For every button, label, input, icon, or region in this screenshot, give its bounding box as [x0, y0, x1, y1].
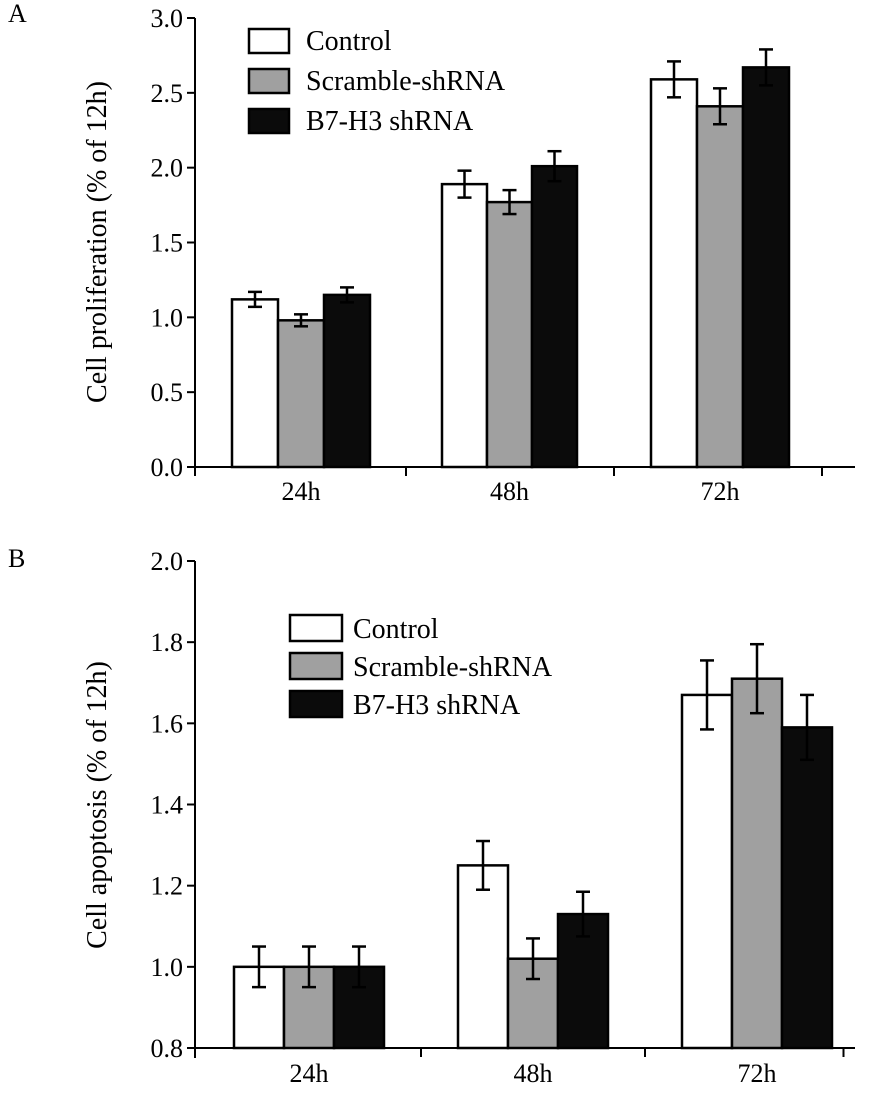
- panel-b-x-tick-label: 24h: [290, 1059, 329, 1088]
- panel-a-y-tick-label: 2.0: [151, 154, 184, 183]
- panel-a-y-tick-label: 0.0: [151, 453, 184, 482]
- panel-a-bar-b7h3-72h: [741, 66, 791, 469]
- panel-a-x-tick-label: 24h: [282, 477, 321, 506]
- panel-b-x-ticks: 24h 48h 72h: [194, 1048, 845, 1088]
- panel-b-legend-swatch-control: [288, 613, 344, 643]
- panel-a-legend-label-control: Control: [306, 26, 392, 57]
- panel-b-legend-swatch-b7h3: [288, 689, 344, 719]
- panel-a-y-tick-label: 0.5: [151, 378, 184, 407]
- panel-a-bar-control-24h: [230, 298, 280, 469]
- panel-b-x-tick-label: 48h: [514, 1059, 553, 1088]
- panel-a-legend-swatch-b7h3: [247, 107, 291, 135]
- panel-b-bars: [232, 642, 834, 1050]
- panel-a-bar-scramble-24h: [276, 319, 326, 469]
- panel-b-y-tick-label: 1.4: [151, 791, 184, 820]
- panel-a-bar-b7h3-48h: [530, 164, 579, 469]
- panel-a-bar-control-72h: [649, 78, 699, 469]
- panel-b-bar-b7h3-72h: [780, 726, 834, 1050]
- panel-a-bars: [230, 48, 791, 469]
- panel-b-bar-control-48h: [456, 864, 510, 1050]
- panel-a-legend-label-b7h3: B7-H3 shRNA: [306, 106, 474, 137]
- panel-b-legend-label-control: Control: [353, 614, 439, 645]
- panel-b-y-axis-title: Cell apoptosis (% of 12h): [82, 661, 113, 949]
- panel-b-y-tick-label: 1.0: [151, 953, 184, 982]
- panel-b-legend-swatch-scramble: [288, 651, 344, 681]
- panel-b-bar-scramble-72h: [730, 677, 784, 1050]
- panel-a-legend-label-scramble: Scramble-shRNA: [306, 66, 506, 97]
- panel-b-legend-label-b7h3: B7-H3 shRNA: [353, 690, 521, 721]
- panel-a-x-tick-label: 72h: [701, 477, 740, 506]
- panel-a-y-tick-label: 1.5: [151, 229, 184, 258]
- panel-b-legend: Control Scramble-shRNA B7-H3 shRNA: [288, 613, 553, 721]
- panel-b-y-ticks: 0.8 1.0 1.2 1.4 1.6 1.8 2.0: [151, 547, 195, 1063]
- panel-a-x-ticks: 24h 48h 72h: [194, 467, 823, 506]
- panel-b-y-tick-label: 0.8: [151, 1034, 184, 1063]
- panel-a-bar-b7h3-24h: [322, 293, 372, 469]
- panel-b-y-tick-label: 1.2: [151, 872, 184, 901]
- panel-b-x-tick-label: 72h: [738, 1059, 777, 1088]
- panel-b-legend-label-scramble: Scramble-shRNA: [353, 652, 553, 683]
- panel-a-bar-control-48h: [440, 182, 489, 469]
- panel-b-y-tick-label: 2.0: [151, 547, 184, 576]
- panel-b-label: B: [8, 544, 25, 573]
- panel-b-y-tick-label: 1.6: [151, 709, 184, 738]
- panel-a-label: A: [8, 0, 27, 28]
- panel-a-legend: Control Scramble-shRNA B7-H3 shRNA: [247, 26, 506, 137]
- panel-a-legend-swatch-control: [247, 27, 291, 55]
- panel-a-legend-swatch-scramble: [247, 67, 291, 95]
- panel-a-bar-scramble-72h: [695, 105, 745, 469]
- panel-a-x-tick-label: 48h: [490, 477, 529, 506]
- panel-b-y-tick-label: 1.8: [151, 628, 184, 657]
- panel-a-y-tick-label: 2.5: [151, 79, 184, 108]
- panel-b: B Cell apoptosis (% of 12h) 0.8 1.0 1.2 1.4…: [8, 544, 855, 1088]
- panel-a-y-ticks: 0.0 0.5 1.0 1.5 2.0 2.5 3.0: [151, 4, 195, 482]
- panel-b-bar-b7h3-24h: [332, 965, 386, 1050]
- panel-a-y-tick-label: 3.0: [151, 4, 184, 33]
- panel-b-bar-control-72h: [680, 693, 734, 1050]
- panel-a-y-tick-label: 1.0: [151, 303, 184, 332]
- panel-a: A Cell proliferation (% of 12h) 0.0 0.5 1.…: [8, 0, 855, 506]
- panel-a-bar-scramble-48h: [485, 200, 534, 469]
- panel-a-y-axis-title: Cell proliferation (% of 12h): [82, 81, 113, 403]
